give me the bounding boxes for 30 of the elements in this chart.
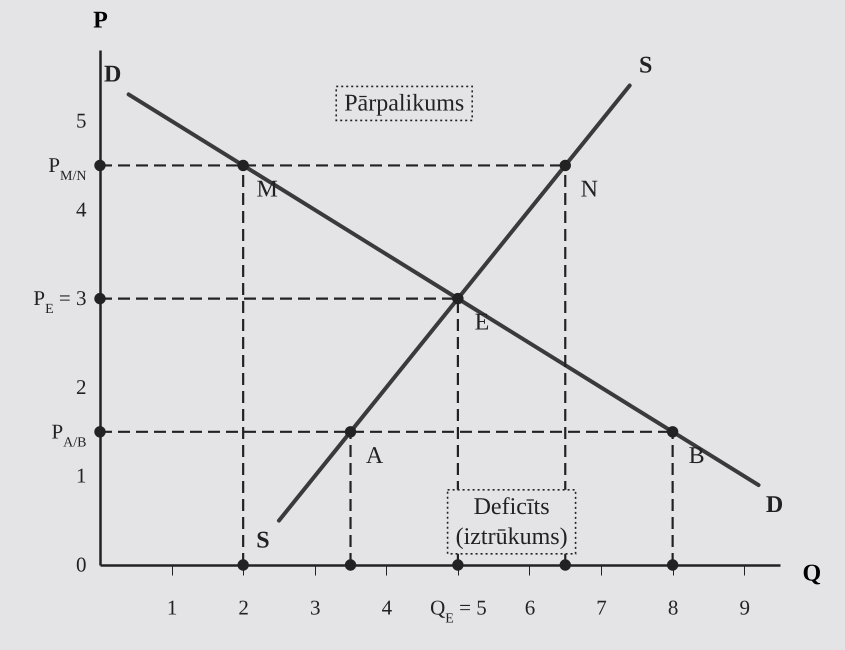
x-tick-label: 8: [668, 596, 678, 620]
y-tick-label: P$_{M/N}$: [48, 152, 86, 184]
x-tick-label: 1: [166, 596, 178, 620]
x-tick-label: 7: [596, 596, 607, 620]
series-label: D: [104, 61, 122, 88]
annotation: B: [688, 442, 705, 469]
x-axis-title: Q: [802, 560, 822, 586]
annotation: N: [580, 176, 598, 202]
annotation: A: [366, 442, 384, 469]
y-tick-label: 5: [76, 108, 86, 133]
x-tick-label: 3: [310, 596, 320, 620]
text: S: [639, 52, 652, 79]
annotation: E: [474, 310, 490, 336]
y-axis-title: P: [93, 8, 108, 34]
y-tick-label: 4: [76, 197, 87, 222]
series-label: S: [256, 528, 270, 554]
y-tick-label: 2: [76, 374, 86, 399]
annotation: Pārpalikums: [344, 90, 464, 116]
annotation: M: [256, 176, 278, 202]
y-tick-label: 0: [76, 552, 86, 576]
y-tick-label: 1: [76, 464, 86, 488]
y-tick-label: P$_{A/B}$: [51, 419, 86, 450]
x-tick-label: Q$_{E}$ = 5: [430, 596, 487, 626]
x-tick-label: 4: [382, 596, 393, 620]
x-tick-label: 6: [524, 596, 536, 620]
y-tick-label: P$_{E}$ = 3: [33, 286, 86, 317]
text: D: [766, 492, 784, 518]
annotation: Deficīts (iztrūkums): [456, 494, 568, 550]
x-tick-label: 2: [238, 596, 249, 620]
x-tick-label: 9: [739, 596, 750, 620]
